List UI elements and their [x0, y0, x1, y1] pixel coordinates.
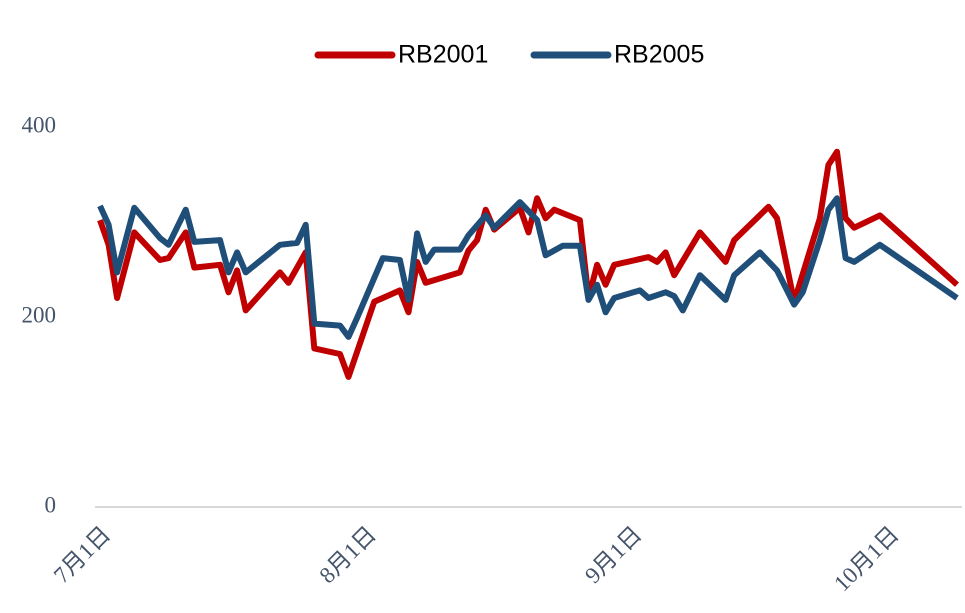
series-line	[97, 195, 959, 340]
y-tick-label: 0	[45, 492, 57, 517]
y-tick-label: 200	[22, 302, 57, 327]
legend-label: RB2005	[614, 41, 704, 69]
x-tick-label: 8月1日	[314, 522, 380, 588]
x-tick-label: 9月1日	[580, 522, 646, 588]
x-tick-label: 7月1日	[49, 522, 115, 588]
y-tick-label: 400	[22, 112, 57, 137]
legend-label: RB2001	[398, 41, 488, 69]
x-tick-label: 10月1日	[829, 522, 904, 597]
